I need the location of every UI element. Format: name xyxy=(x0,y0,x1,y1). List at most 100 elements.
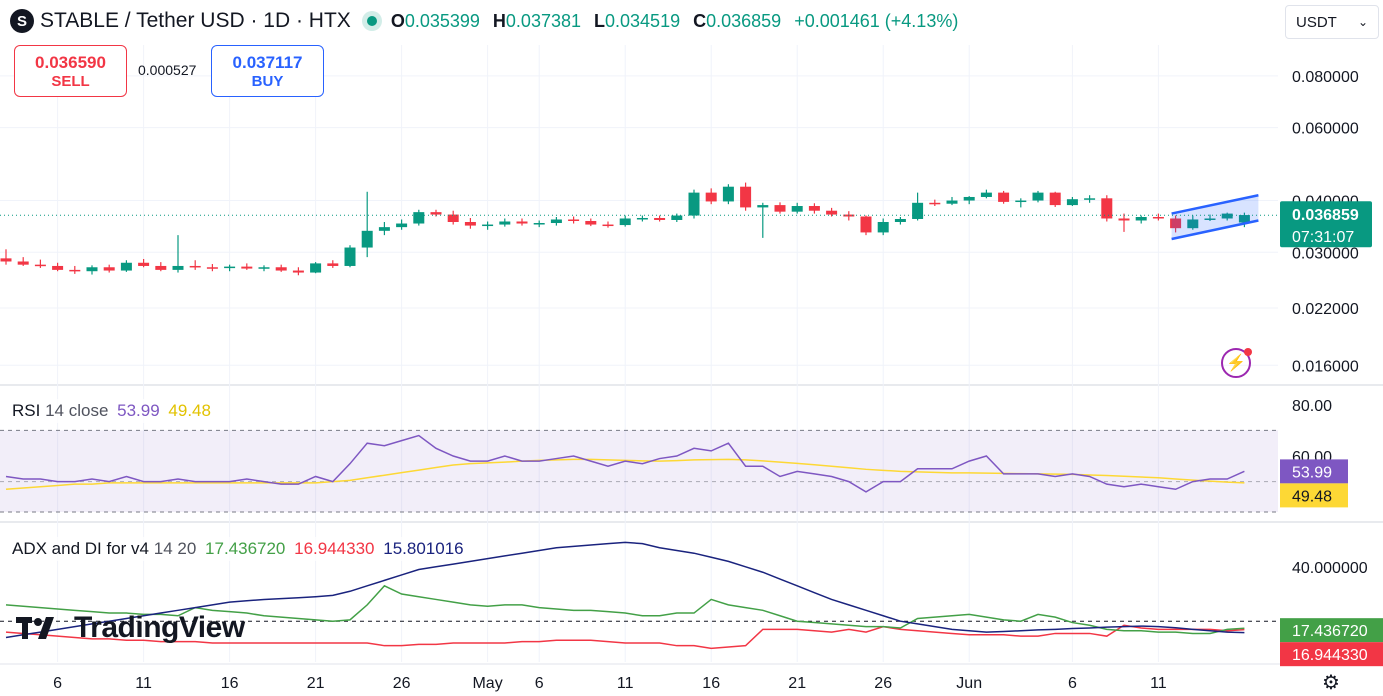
time-tick-label: 11 xyxy=(1150,675,1167,692)
candle-body xyxy=(791,206,803,212)
candle-body xyxy=(929,202,941,205)
rsi-value-badge xyxy=(1280,459,1348,484)
candle-body xyxy=(654,217,666,220)
adx-axis-label: 40.000000 xyxy=(1292,560,1368,577)
time-tick-label: 11 xyxy=(617,675,634,692)
time-tick-label: May xyxy=(472,675,502,692)
rsi-ma-badge xyxy=(1280,483,1348,508)
time-tick-label: Jun xyxy=(956,675,982,692)
candle-body xyxy=(103,267,115,271)
candle-body xyxy=(396,223,408,228)
candle-body xyxy=(808,206,820,211)
candle-body xyxy=(963,196,975,201)
time-tick-label: 21 xyxy=(788,675,806,692)
market-open-indicator xyxy=(366,16,377,26)
rsi-params: 14 close xyxy=(45,401,109,420)
symbol-logo-icon: S xyxy=(10,9,34,33)
candle-body xyxy=(946,200,958,204)
chevron-down-icon: ⌄ xyxy=(1357,15,1368,29)
di-minus-badge-label: 16.944330 xyxy=(1292,647,1368,664)
candle-body xyxy=(310,263,322,273)
candle-body xyxy=(34,264,46,267)
time-tick-label: 6 xyxy=(1068,675,1077,692)
time-tick-label: 21 xyxy=(307,675,325,692)
di-minus-line xyxy=(5,624,1245,650)
candle-body xyxy=(1221,213,1233,219)
notification-dot xyxy=(1244,348,1252,356)
time-tick-label: 6 xyxy=(53,675,62,692)
candle-body xyxy=(1170,218,1182,229)
candle-body xyxy=(602,224,614,227)
channel-lower-line xyxy=(1171,219,1259,241)
adx-legend[interactable]: ADX and DI for v4 14 20 17.436720 16.944… xyxy=(8,537,468,561)
candle-body xyxy=(138,262,150,266)
close-value: 0.036859 xyxy=(706,10,782,31)
currency-value: USDT xyxy=(1296,13,1337,31)
symbol-header: S STABLE / Tether USD · 1D · HTX O0.0353… xyxy=(10,6,966,36)
candle-body xyxy=(568,219,580,221)
low-label: L xyxy=(594,10,606,31)
candle-body xyxy=(361,230,373,248)
open-value: 0.035399 xyxy=(404,10,480,31)
candle-body xyxy=(912,202,924,219)
price-tick-label: 0.080000 xyxy=(1292,69,1359,86)
rsi-band xyxy=(0,430,1278,512)
time-tick-label: 16 xyxy=(702,675,720,692)
last-price-badge xyxy=(1280,201,1372,248)
close-label: C xyxy=(693,10,707,31)
rsi-ma-value: 49.48 xyxy=(168,401,211,420)
sell-label: SELL xyxy=(51,72,90,90)
candle-body xyxy=(206,267,218,269)
rsi-ma-badge-label: 49.48 xyxy=(1292,488,1332,505)
candle-body xyxy=(172,265,184,270)
candle-body xyxy=(1015,200,1027,203)
rsi-legend[interactable]: RSI 14 close 53.99 49.48 xyxy=(8,399,215,423)
candle-body xyxy=(430,212,442,215)
candle-body xyxy=(671,215,683,220)
candle-body xyxy=(155,265,167,270)
candle-body xyxy=(688,192,700,216)
candle-body xyxy=(447,214,459,222)
buy-button[interactable]: 0.037117 BUY xyxy=(211,45,324,97)
candle-body xyxy=(722,186,734,202)
candle-body xyxy=(1135,217,1147,221)
last-price-label: 0.036859 xyxy=(1292,207,1359,224)
di-plus-value: 17.436720 xyxy=(205,539,286,558)
candle-body xyxy=(585,220,597,225)
candle-body xyxy=(705,192,717,202)
candle-body xyxy=(378,227,390,231)
high-value: 0.037381 xyxy=(505,10,581,31)
rsi-value: 53.99 xyxy=(117,401,160,420)
candle-body xyxy=(1152,217,1164,219)
buy-price: 0.037117 xyxy=(232,52,303,72)
candle-body xyxy=(740,186,752,208)
adx-params: 14 20 xyxy=(153,539,197,558)
sell-button[interactable]: 0.036590 SELL xyxy=(14,45,127,97)
channel-upper-line xyxy=(1171,193,1259,215)
candle-body xyxy=(533,223,545,225)
currency-select[interactable]: USDT ⌄ xyxy=(1285,5,1379,39)
adx-value: 15.801016 xyxy=(383,539,464,558)
time-tick-label: 11 xyxy=(135,675,152,692)
candle-body xyxy=(1084,198,1096,200)
rsi-value-badge-label: 53.99 xyxy=(1292,464,1332,481)
candle-body xyxy=(258,267,270,269)
rsi-label: RSI xyxy=(12,401,41,420)
candle-body xyxy=(499,221,511,225)
gear-icon[interactable]: ⚙ xyxy=(1322,672,1340,694)
candle-body xyxy=(877,221,889,233)
low-value: 0.034519 xyxy=(605,10,681,31)
tradingview-logo[interactable]: TradingView xyxy=(16,611,245,645)
candle-body xyxy=(894,218,906,222)
high-label: H xyxy=(492,10,506,31)
flash-icon[interactable]: ⚡ xyxy=(1221,348,1252,378)
di-plus-line xyxy=(5,584,1245,635)
candle-body xyxy=(998,192,1010,202)
candle-body xyxy=(292,270,304,273)
ohlc-readout: O0.035399 H0.037381 L0.034519 C0.036859 … xyxy=(391,11,967,32)
di-plus-badge xyxy=(1280,618,1383,643)
symbol-title[interactable]: STABLE / Tether USD · 1D · HTX xyxy=(40,9,351,32)
candle-body xyxy=(464,221,476,226)
